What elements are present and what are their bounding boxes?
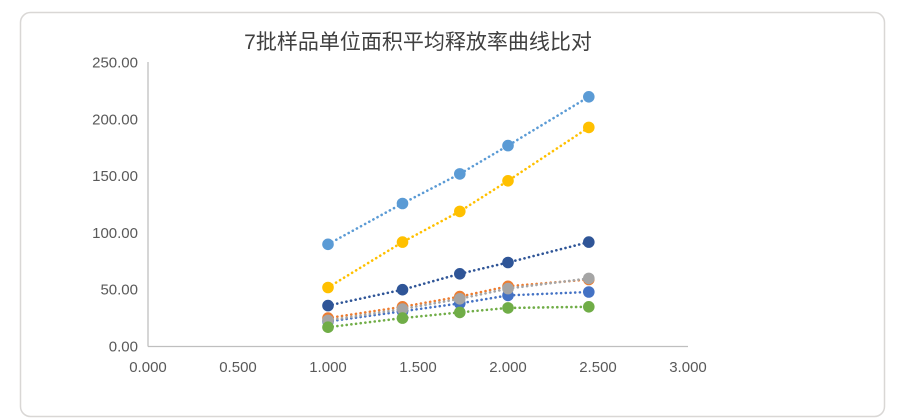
y-tick-label: 100.00	[92, 225, 138, 242]
series-blue-marker	[583, 286, 595, 298]
series-navy-marker	[502, 256, 514, 269]
x-tick-label: 3.000	[669, 359, 707, 376]
series-yellow-marker	[454, 205, 466, 218]
y-tick-label: 50.00	[100, 282, 138, 299]
chart-title: 7批样品单位面积平均释放率曲线比对	[244, 31, 592, 54]
series-green-marker	[322, 321, 334, 334]
series-light-blue-marker	[583, 91, 595, 103]
series-yellow-marker	[322, 281, 334, 294]
x-tick-label: 0.000	[129, 359, 167, 376]
y-axis-tick-labels: 0.00 50.00 100.00 150.00 200.00 250.00	[92, 55, 138, 356]
series-navy-marker	[583, 236, 595, 248]
series-green-marker	[454, 306, 466, 319]
series-light-blue-marker	[322, 238, 334, 251]
series-gray	[322, 272, 595, 327]
series-navy-marker	[396, 283, 409, 296]
series-gray-marker	[396, 303, 409, 315]
series-green	[322, 301, 595, 334]
series-yellow-marker	[396, 236, 409, 248]
y-tick-label: 200.00	[92, 111, 138, 128]
series-navy-marker	[454, 268, 466, 280]
series-gray-marker	[454, 293, 466, 305]
series-navy-marker	[322, 299, 334, 312]
x-tick-label: 1.000	[309, 359, 347, 376]
series-light-blue	[322, 91, 595, 251]
series-yellow-marker	[583, 121, 595, 134]
series-gray-marker	[583, 272, 595, 285]
series-green-marker	[583, 301, 595, 313]
x-tick-label: 0.500	[219, 359, 257, 376]
y-tick-label: 150.00	[92, 168, 138, 185]
chart-border	[19, 11, 886, 418]
series-green-marker	[396, 312, 409, 324]
series-yellow-marker	[502, 175, 514, 187]
x-tick-label: 1.500	[399, 359, 437, 376]
x-axis-tick-labels: 0.000 0.500 1.000 1.500 2.000 2.500 3.000	[129, 359, 707, 376]
series-yellow	[322, 121, 595, 294]
y-tick-label: 0.00	[109, 339, 138, 356]
x-tick-label: 2.000	[489, 359, 527, 376]
series-gray-marker	[502, 282, 514, 295]
y-tick-label: 250.00	[92, 55, 138, 72]
series-navy	[322, 236, 595, 312]
series-green-marker	[502, 302, 514, 314]
data-series-group	[322, 91, 595, 334]
series-light-blue-marker	[454, 168, 466, 180]
series-light-blue-marker	[396, 197, 409, 210]
series-light-blue-marker	[502, 139, 514, 152]
x-tick-label: 2.500	[579, 359, 617, 376]
